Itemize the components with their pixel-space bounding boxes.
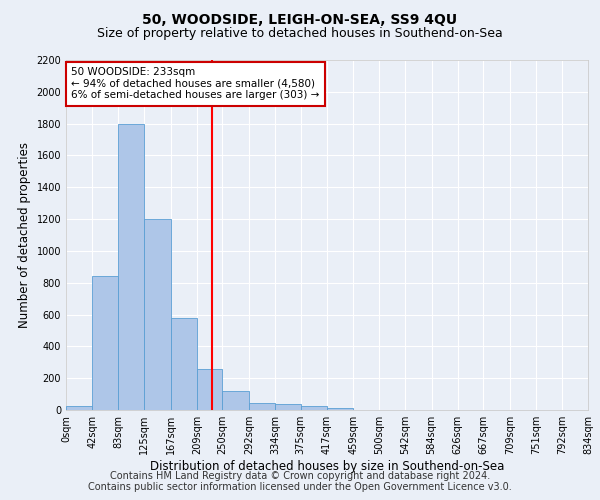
Text: Size of property relative to detached houses in Southend-on-Sea: Size of property relative to detached ho…	[97, 28, 503, 40]
Bar	[170, 318, 197, 410]
Bar	[66, 406, 92, 410]
Text: 50 WOODSIDE: 233sqm
← 94% of detached houses are smaller (4,580)
6% of semi-deta: 50 WOODSIDE: 233sqm ← 94% of detached ho…	[71, 67, 319, 100]
Bar	[327, 408, 353, 410]
Bar	[92, 276, 118, 410]
Bar	[301, 406, 327, 410]
Bar	[144, 219, 170, 410]
X-axis label: Distribution of detached houses by size in Southend-on-Sea: Distribution of detached houses by size …	[150, 460, 504, 473]
Bar	[275, 404, 301, 410]
Y-axis label: Number of detached properties: Number of detached properties	[18, 142, 31, 328]
Bar	[197, 370, 223, 410]
Text: 50, WOODSIDE, LEIGH-ON-SEA, SS9 4QU: 50, WOODSIDE, LEIGH-ON-SEA, SS9 4QU	[142, 12, 458, 26]
Bar	[223, 391, 249, 410]
Text: Contains HM Land Registry data © Crown copyright and database right 2024.
Contai: Contains HM Land Registry data © Crown c…	[88, 471, 512, 492]
Bar	[118, 124, 144, 410]
Bar	[249, 403, 275, 410]
